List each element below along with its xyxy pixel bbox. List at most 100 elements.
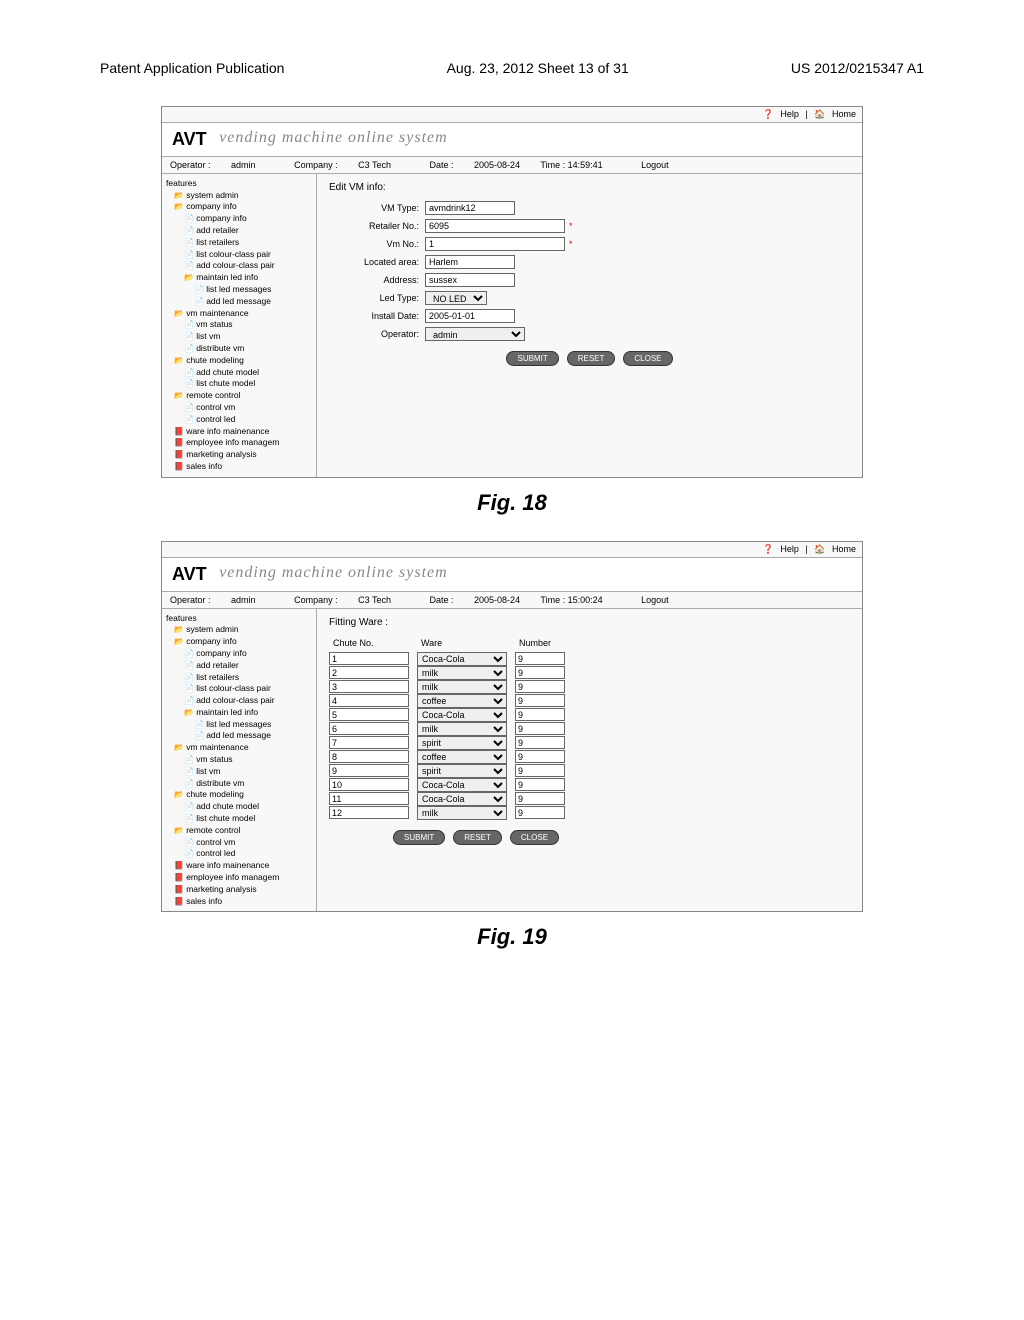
tree-item[interactable]: add retailer (166, 660, 314, 672)
number-input[interactable] (515, 694, 565, 707)
ware-select[interactable]: spirit (417, 764, 507, 778)
number-input[interactable] (515, 680, 565, 693)
submit-button[interactable]: SUBMIT (393, 830, 445, 845)
tree-item[interactable]: vm maintenance (166, 742, 314, 754)
ware-select[interactable]: milk (417, 680, 507, 694)
tree-item[interactable]: remote control (166, 390, 314, 402)
chute-input[interactable] (329, 736, 409, 749)
tree-item[interactable]: system admin (166, 624, 314, 636)
tree-item[interactable]: company info (166, 201, 314, 213)
chute-input[interactable] (329, 722, 409, 735)
tree-item[interactable]: employee info managem (166, 437, 314, 449)
number-input[interactable] (515, 750, 565, 763)
tree-item[interactable]: sales info (166, 461, 314, 473)
tree-item[interactable]: vm maintenance (166, 308, 314, 320)
tree-item[interactable]: system admin (166, 190, 314, 202)
home-link[interactable]: 🏠 Home (814, 109, 856, 119)
tree-item[interactable]: vm status (166, 319, 314, 331)
tree-item[interactable]: list retailers (166, 672, 314, 684)
chute-input[interactable] (329, 792, 409, 805)
tree-item[interactable]: add colour-class pair (166, 260, 314, 272)
tree-item[interactable]: ware info mainenance (166, 426, 314, 438)
number-input[interactable] (515, 652, 565, 665)
located-area-input[interactable] (425, 255, 515, 269)
number-input[interactable] (515, 722, 565, 735)
tree-item[interactable]: maintain led info (166, 272, 314, 284)
ware-select[interactable]: coffee (417, 750, 507, 764)
tree-item[interactable]: list colour-class pair (166, 249, 314, 261)
close-button[interactable]: CLOSE (510, 830, 559, 845)
tree-item[interactable]: remote control (166, 825, 314, 837)
tree-item[interactable]: company info (166, 636, 314, 648)
tree-item[interactable]: control led (166, 848, 314, 860)
help-link[interactable]: ❓ Help (763, 544, 799, 554)
operator-select[interactable]: admin (425, 327, 525, 341)
tree-item[interactable]: vm status (166, 754, 314, 766)
tree-item[interactable]: chute modeling (166, 355, 314, 367)
chute-input[interactable] (329, 666, 409, 679)
home-link[interactable]: 🏠 Home (814, 544, 856, 554)
tree-item[interactable]: control led (166, 414, 314, 426)
number-input[interactable] (515, 806, 565, 819)
tree-item[interactable]: marketing analysis (166, 449, 314, 461)
tree-item[interactable]: add retailer (166, 225, 314, 237)
retailer-no-input[interactable] (425, 219, 565, 233)
tree-item[interactable]: ware info mainenance (166, 860, 314, 872)
ware-select[interactable]: Coca-Cola (417, 778, 507, 792)
tree-item[interactable]: list led messages (166, 284, 314, 296)
ware-select[interactable]: spirit (417, 736, 507, 750)
vm-no-input[interactable] (425, 237, 565, 251)
install-date-input[interactable] (425, 309, 515, 323)
chute-input[interactable] (329, 680, 409, 693)
ware-select[interactable]: Coca-Cola (417, 792, 507, 806)
tree-item[interactable]: distribute vm (166, 778, 314, 790)
tree-item[interactable]: distribute vm (166, 343, 314, 355)
logout-link[interactable]: Logout (641, 595, 669, 605)
number-input[interactable] (515, 792, 565, 805)
tree-item[interactable]: list colour-class pair (166, 683, 314, 695)
close-button[interactable]: CLOSE (623, 351, 672, 366)
vm-type-input[interactable] (425, 201, 515, 215)
ware-select[interactable]: Coca-Cola (417, 652, 507, 666)
tree-item[interactable]: company info (166, 213, 314, 225)
chute-input[interactable] (329, 750, 409, 763)
tree-item[interactable]: list chute model (166, 813, 314, 825)
ware-select[interactable]: milk (417, 722, 507, 736)
tree-item[interactable]: add colour-class pair (166, 695, 314, 707)
tree-item[interactable]: add led message (166, 730, 314, 742)
tree-item[interactable]: control vm (166, 837, 314, 849)
tree-item[interactable]: company info (166, 648, 314, 660)
chute-input[interactable] (329, 806, 409, 819)
led-type-select[interactable]: NO LED (425, 291, 487, 305)
tree-item[interactable]: list vm (166, 766, 314, 778)
number-input[interactable] (515, 764, 565, 777)
tree-item[interactable]: maintain led info (166, 707, 314, 719)
tree-item[interactable]: list retailers (166, 237, 314, 249)
tree-item[interactable]: control vm (166, 402, 314, 414)
ware-select[interactable]: Coca-Cola (417, 708, 507, 722)
tree-item[interactable]: sales info (166, 896, 314, 908)
reset-button[interactable]: RESET (453, 830, 502, 845)
ware-select[interactable]: milk (417, 806, 507, 820)
number-input[interactable] (515, 666, 565, 679)
chute-input[interactable] (329, 708, 409, 721)
submit-button[interactable]: SUBMIT (506, 351, 558, 366)
ware-select[interactable]: coffee (417, 694, 507, 708)
chute-input[interactable] (329, 694, 409, 707)
number-input[interactable] (515, 708, 565, 721)
tree-item[interactable]: employee info managem (166, 872, 314, 884)
address-input[interactable] (425, 273, 515, 287)
reset-button[interactable]: RESET (567, 351, 616, 366)
chute-input[interactable] (329, 764, 409, 777)
number-input[interactable] (515, 736, 565, 749)
help-link[interactable]: ❓ Help (763, 109, 799, 119)
tree-item[interactable]: list led messages (166, 719, 314, 731)
tree-item[interactable]: chute modeling (166, 789, 314, 801)
tree-item[interactable]: list chute model (166, 378, 314, 390)
tree-item[interactable]: list vm (166, 331, 314, 343)
tree-item[interactable]: add chute model (166, 367, 314, 379)
tree-item[interactable]: add led message (166, 296, 314, 308)
logout-link[interactable]: Logout (641, 160, 669, 170)
ware-select[interactable]: milk (417, 666, 507, 680)
chute-input[interactable] (329, 778, 409, 791)
